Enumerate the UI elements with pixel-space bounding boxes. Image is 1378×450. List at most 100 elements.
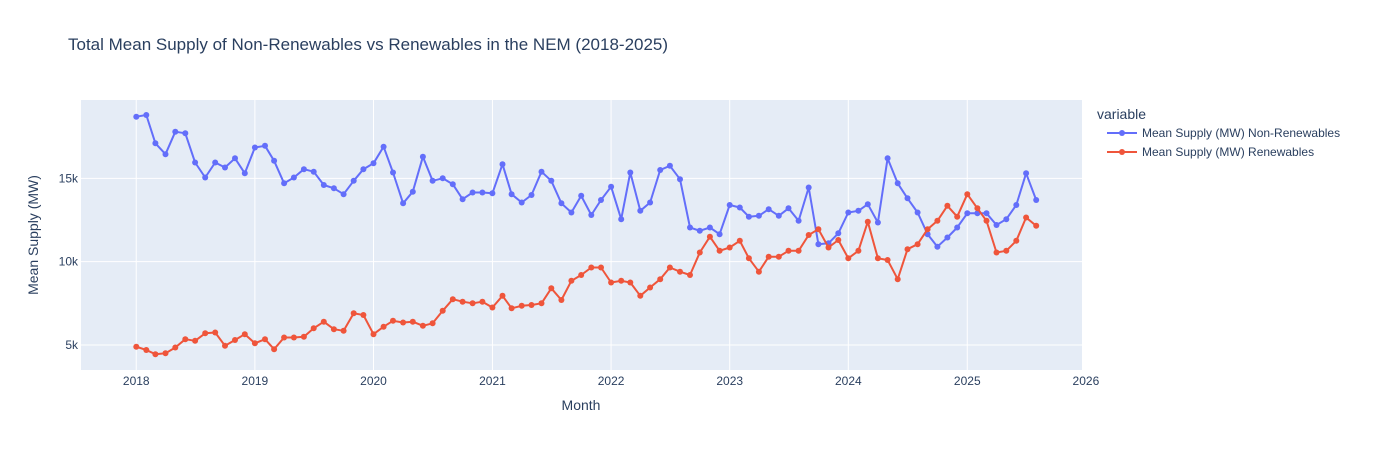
data-point-non-renewables[interactable] bbox=[608, 183, 615, 190]
data-point-non-renewables[interactable] bbox=[627, 169, 634, 176]
data-point-non-renewables[interactable] bbox=[182, 130, 189, 137]
data-point-renewables[interactable] bbox=[647, 284, 654, 291]
data-point-renewables[interactable] bbox=[785, 247, 792, 254]
data-point-renewables[interactable] bbox=[350, 310, 357, 317]
data-point-non-renewables[interactable] bbox=[281, 180, 288, 187]
data-point-renewables[interactable] bbox=[825, 244, 832, 251]
data-point-non-renewables[interactable] bbox=[755, 212, 762, 219]
data-point-non-renewables[interactable] bbox=[370, 160, 377, 167]
data-point-renewables[interactable] bbox=[558, 297, 565, 303]
data-point-renewables[interactable] bbox=[598, 264, 604, 271]
data-point-renewables[interactable] bbox=[459, 298, 466, 305]
data-point-non-renewables[interactable] bbox=[419, 153, 426, 160]
data-point-renewables[interactable] bbox=[143, 347, 150, 353]
data-point-renewables[interactable] bbox=[232, 337, 238, 343]
data-point-non-renewables[interactable] bbox=[360, 166, 367, 173]
data-point-non-renewables[interactable] bbox=[1013, 202, 1020, 208]
data-point-non-renewables[interactable] bbox=[152, 140, 159, 147]
data-point-renewables[interactable] bbox=[548, 285, 555, 292]
data-point-non-renewables[interactable] bbox=[499, 161, 506, 168]
data-point-non-renewables[interactable] bbox=[172, 128, 179, 135]
data-point-non-renewables[interactable] bbox=[904, 195, 911, 202]
data-point-non-renewables[interactable] bbox=[202, 174, 209, 181]
data-point-renewables[interactable] bbox=[409, 318, 416, 325]
data-point-non-renewables[interactable] bbox=[232, 155, 238, 162]
data-point-non-renewables[interactable] bbox=[262, 142, 268, 149]
data-point-non-renewables[interactable] bbox=[716, 231, 723, 238]
data-point-renewables[interactable] bbox=[666, 264, 673, 271]
data-point-renewables[interactable] bbox=[370, 331, 377, 338]
data-point-renewables[interactable] bbox=[795, 247, 802, 254]
data-point-non-renewables[interactable] bbox=[726, 202, 733, 208]
data-point-non-renewables[interactable] bbox=[736, 204, 743, 211]
data-point-renewables[interactable] bbox=[568, 277, 575, 284]
data-point-renewables[interactable] bbox=[608, 279, 615, 286]
data-point-renewables[interactable] bbox=[627, 279, 634, 286]
data-point-renewables[interactable] bbox=[874, 255, 881, 262]
data-point-renewables[interactable] bbox=[518, 302, 525, 309]
data-point-renewables[interactable] bbox=[152, 351, 159, 358]
data-point-renewables[interactable] bbox=[687, 272, 693, 278]
data-point-renewables[interactable] bbox=[469, 300, 476, 307]
data-point-non-renewables[interactable] bbox=[588, 212, 595, 218]
data-point-renewables[interactable] bbox=[835, 237, 842, 243]
data-point-non-renewables[interactable] bbox=[538, 168, 545, 175]
data-point-non-renewables[interactable] bbox=[429, 177, 436, 184]
data-point-non-renewables[interactable] bbox=[1023, 170, 1030, 177]
data-point-non-renewables[interactable] bbox=[528, 192, 535, 198]
data-point-renewables[interactable] bbox=[706, 233, 713, 240]
data-point-renewables[interactable] bbox=[508, 305, 515, 312]
legend-item-renewables[interactable]: Mean Supply (MW) Renewables bbox=[1107, 145, 1314, 159]
data-point-non-renewables[interactable] bbox=[380, 143, 387, 150]
data-point-renewables[interactable] bbox=[290, 334, 297, 341]
data-point-renewables[interactable] bbox=[162, 350, 169, 357]
data-point-non-renewables[interactable] bbox=[815, 241, 822, 248]
data-point-non-renewables[interactable] bbox=[785, 205, 792, 212]
data-point-non-renewables[interactable] bbox=[162, 151, 169, 158]
data-point-non-renewables[interactable] bbox=[993, 222, 1000, 228]
data-point-renewables[interactable] bbox=[1003, 247, 1010, 254]
data-point-non-renewables[interactable] bbox=[558, 200, 565, 207]
data-point-renewables[interactable] bbox=[419, 322, 426, 329]
data-point-non-renewables[interactable] bbox=[489, 190, 496, 197]
data-point-non-renewables[interactable] bbox=[845, 209, 852, 216]
data-point-renewables[interactable] bbox=[528, 302, 535, 308]
data-point-renewables[interactable] bbox=[904, 246, 911, 253]
data-point-renewables[interactable] bbox=[330, 326, 337, 333]
data-point-renewables[interactable] bbox=[400, 319, 407, 326]
data-point-renewables[interactable] bbox=[934, 217, 941, 224]
data-point-non-renewables[interactable] bbox=[350, 177, 357, 184]
data-point-renewables[interactable] bbox=[271, 346, 278, 353]
data-point-renewables[interactable] bbox=[489, 304, 496, 311]
data-point-renewables[interactable] bbox=[954, 213, 961, 220]
data-point-renewables[interactable] bbox=[241, 331, 248, 338]
data-point-renewables[interactable] bbox=[964, 191, 971, 198]
data-point-non-renewables[interactable] bbox=[271, 157, 278, 164]
data-point-non-renewables[interactable] bbox=[578, 192, 585, 199]
data-point-non-renewables[interactable] bbox=[944, 234, 951, 241]
data-point-renewables[interactable] bbox=[499, 292, 506, 299]
legend-item-non-renewables[interactable]: Mean Supply (MW) Non-Renewables bbox=[1107, 126, 1340, 140]
data-point-renewables[interactable] bbox=[736, 237, 743, 244]
data-point-non-renewables[interactable] bbox=[864, 201, 871, 208]
data-point-renewables[interactable] bbox=[538, 300, 545, 307]
data-point-non-renewables[interactable] bbox=[459, 196, 466, 203]
data-point-renewables[interactable] bbox=[894, 276, 901, 283]
data-point-non-renewables[interactable] bbox=[409, 188, 416, 195]
data-point-non-renewables[interactable] bbox=[1033, 197, 1040, 203]
data-point-renewables[interactable] bbox=[310, 325, 317, 332]
data-point-renewables[interactable] bbox=[588, 264, 595, 271]
data-point-renewables[interactable] bbox=[864, 218, 871, 225]
data-point-non-renewables[interactable] bbox=[914, 209, 921, 216]
data-point-renewables[interactable] bbox=[1033, 222, 1040, 229]
data-point-renewables[interactable] bbox=[172, 344, 179, 351]
data-point-renewables[interactable] bbox=[202, 330, 209, 337]
data-point-non-renewables[interactable] bbox=[618, 216, 625, 223]
data-point-non-renewables[interactable] bbox=[469, 189, 476, 196]
data-point-renewables[interactable] bbox=[578, 272, 585, 278]
data-point-renewables[interactable] bbox=[429, 320, 436, 327]
data-point-non-renewables[interactable] bbox=[251, 144, 258, 151]
data-point-renewables[interactable] bbox=[815, 226, 822, 233]
data-point-renewables[interactable] bbox=[320, 318, 327, 325]
data-point-non-renewables[interactable] bbox=[310, 168, 317, 175]
